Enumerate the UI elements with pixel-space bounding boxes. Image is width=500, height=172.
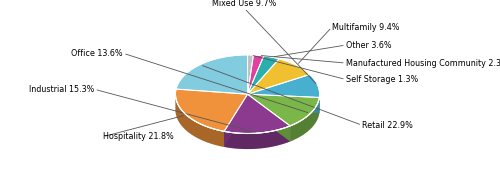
Text: Self Storage 1.3%: Self Storage 1.3% bbox=[346, 75, 418, 84]
Polygon shape bbox=[224, 94, 290, 133]
Polygon shape bbox=[248, 55, 254, 94]
Polygon shape bbox=[224, 94, 248, 147]
Polygon shape bbox=[224, 94, 248, 147]
Text: Mixed Use 9.7%: Mixed Use 9.7% bbox=[212, 0, 276, 8]
Polygon shape bbox=[290, 98, 320, 142]
Text: Industrial 15.3%: Industrial 15.3% bbox=[29, 85, 94, 94]
Polygon shape bbox=[248, 56, 279, 94]
Polygon shape bbox=[248, 94, 320, 126]
Polygon shape bbox=[224, 126, 290, 149]
Polygon shape bbox=[248, 94, 290, 142]
Text: Hospitality 21.8%: Hospitality 21.8% bbox=[102, 132, 174, 141]
Text: Retail 22.9%: Retail 22.9% bbox=[362, 121, 413, 130]
Polygon shape bbox=[176, 95, 224, 147]
Polygon shape bbox=[248, 74, 320, 98]
Text: Multifamily 9.4%: Multifamily 9.4% bbox=[332, 23, 400, 31]
Polygon shape bbox=[176, 55, 248, 94]
Text: Manufactured Housing Community 2.3%: Manufactured Housing Community 2.3% bbox=[346, 59, 500, 68]
Polygon shape bbox=[248, 94, 290, 142]
Polygon shape bbox=[248, 59, 310, 94]
Polygon shape bbox=[176, 94, 320, 149]
Polygon shape bbox=[248, 94, 320, 113]
Polygon shape bbox=[248, 94, 320, 113]
Text: Other 3.6%: Other 3.6% bbox=[346, 41, 392, 50]
Polygon shape bbox=[176, 89, 248, 131]
Polygon shape bbox=[248, 55, 264, 94]
Text: Office 13.6%: Office 13.6% bbox=[72, 49, 123, 58]
